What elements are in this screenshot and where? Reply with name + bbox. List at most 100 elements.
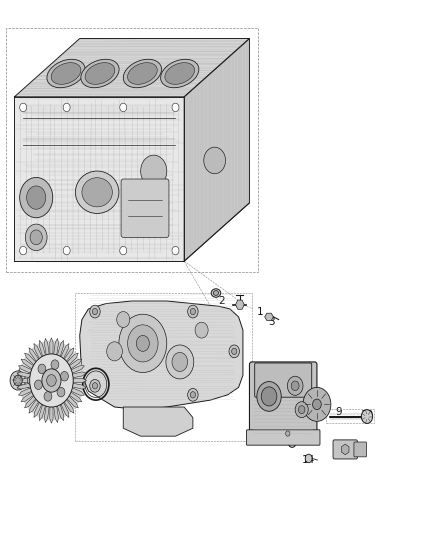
Text: 2: 2 [218,296,225,306]
Circle shape [119,314,167,373]
Polygon shape [18,366,32,373]
Polygon shape [50,407,53,423]
Circle shape [187,389,198,401]
FancyBboxPatch shape [333,440,357,459]
Circle shape [172,352,187,372]
Polygon shape [44,338,49,355]
Ellipse shape [211,289,221,297]
Polygon shape [73,383,86,389]
Circle shape [261,387,277,406]
Text: 6: 6 [66,360,72,369]
Circle shape [14,375,22,386]
Text: 3: 3 [268,317,275,327]
Circle shape [30,230,42,245]
Polygon shape [50,338,53,354]
Text: 1: 1 [257,306,264,317]
Polygon shape [21,392,33,402]
Text: 11: 11 [284,426,297,436]
Ellipse shape [127,63,157,84]
Ellipse shape [81,59,119,88]
Polygon shape [57,340,64,356]
Circle shape [25,224,47,251]
Text: 5: 5 [42,362,48,372]
Polygon shape [80,301,243,410]
Polygon shape [54,406,59,423]
Circle shape [295,402,308,418]
Circle shape [195,322,208,338]
Polygon shape [70,392,82,402]
Circle shape [127,325,158,362]
Circle shape [18,341,85,421]
Polygon shape [29,348,39,361]
Ellipse shape [47,59,85,88]
Polygon shape [14,38,250,97]
Polygon shape [34,343,42,359]
Polygon shape [18,388,32,395]
Circle shape [60,372,68,381]
Polygon shape [71,366,85,373]
Circle shape [90,305,100,318]
Ellipse shape [75,171,119,214]
Polygon shape [34,402,42,417]
Polygon shape [265,313,273,320]
Text: 9: 9 [336,407,342,417]
Circle shape [57,387,65,397]
Ellipse shape [82,177,113,207]
FancyBboxPatch shape [121,179,169,237]
Polygon shape [57,405,64,421]
Polygon shape [73,378,87,383]
FancyBboxPatch shape [250,362,317,436]
Text: 4: 4 [18,365,24,375]
Polygon shape [71,388,85,395]
Polygon shape [184,38,250,261]
Circle shape [313,399,321,410]
Circle shape [51,360,59,369]
Circle shape [190,392,195,398]
Polygon shape [73,372,86,378]
Circle shape [42,369,61,392]
FancyBboxPatch shape [247,430,320,445]
Text: 7: 7 [100,375,107,385]
Circle shape [27,186,46,209]
Circle shape [30,354,73,407]
Circle shape [172,246,179,255]
Polygon shape [67,353,78,365]
Circle shape [190,309,195,315]
Circle shape [287,376,303,395]
Circle shape [35,380,42,390]
Circle shape [63,246,70,255]
Circle shape [44,392,52,401]
Polygon shape [236,300,244,309]
Polygon shape [61,402,69,417]
Circle shape [172,103,179,112]
Circle shape [25,373,38,389]
Ellipse shape [161,59,199,88]
Polygon shape [21,359,33,369]
Ellipse shape [85,63,115,84]
Polygon shape [54,338,59,355]
Polygon shape [29,400,39,413]
Polygon shape [14,97,184,261]
Circle shape [63,103,70,112]
Polygon shape [64,348,74,361]
FancyBboxPatch shape [354,442,367,457]
Circle shape [136,335,149,351]
Circle shape [166,345,194,379]
Circle shape [20,246,27,255]
Circle shape [303,387,331,421]
Circle shape [20,103,27,112]
Text: 14: 14 [302,455,315,465]
Polygon shape [64,400,74,413]
Circle shape [120,103,127,112]
Circle shape [283,428,292,439]
Polygon shape [39,405,46,421]
Circle shape [187,305,198,318]
Circle shape [107,342,122,361]
Text: 8: 8 [257,399,264,409]
Circle shape [257,382,281,411]
Circle shape [117,312,130,327]
Text: 12: 12 [289,435,302,446]
Circle shape [232,348,237,354]
Circle shape [120,246,127,255]
Circle shape [361,410,373,423]
